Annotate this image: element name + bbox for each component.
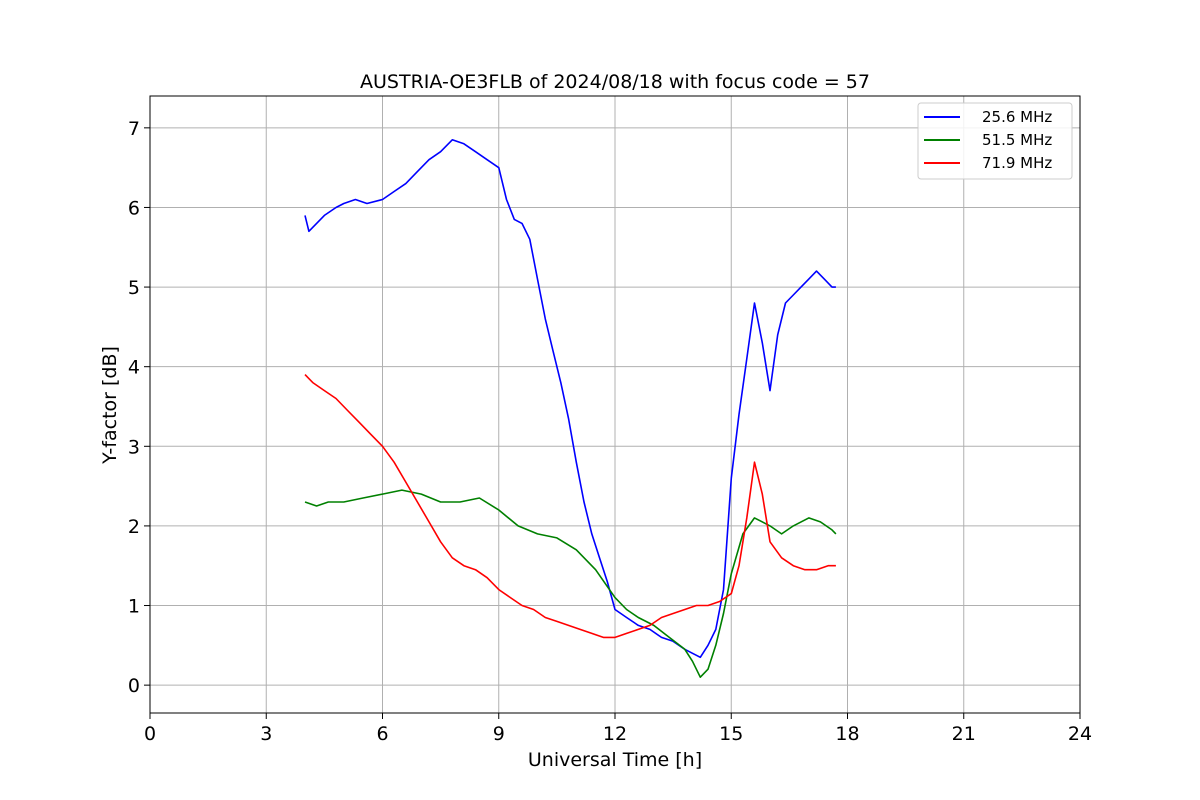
legend-label-25-6: 25.6 MHz (982, 108, 1052, 126)
y-axis-label: Y-factor [dB] (99, 346, 121, 465)
x-tick-label: 3 (260, 723, 272, 745)
chart-title: AUSTRIA-OE3FLB of 2024/08/18 with focus … (360, 71, 870, 93)
y-tick-label: 1 (128, 596, 140, 618)
y-tick-label: 5 (128, 277, 140, 299)
y-tick-label: 3 (128, 436, 140, 458)
x-tick-label: 24 (1068, 723, 1092, 745)
x-tick-label: 12 (603, 723, 627, 745)
y-axis: 0 1 2 3 4 5 6 7 (128, 118, 150, 697)
y-tick-label: 4 (128, 357, 140, 379)
series-line-71-9-mhz (304, 374, 836, 639)
y-tick-label: 0 (128, 675, 140, 697)
x-tick-label: 9 (493, 723, 505, 745)
y-tick-label: 6 (128, 197, 140, 219)
legend-box (917, 102, 1073, 180)
series-layer (304, 139, 837, 679)
x-tick-label: 15 (719, 723, 743, 745)
x-tick-label: 6 (376, 723, 388, 745)
legend: 25.6 MHz 51.5 MHz 71.9 MHz (917, 102, 1073, 180)
x-tick-label: 21 (952, 723, 976, 745)
x-tick-label: 0 (144, 723, 156, 745)
y-tick-label: 7 (128, 118, 140, 140)
legend-label-51-5: 51.5 MHz (982, 131, 1052, 149)
x-axis: 0 3 6 9 12 15 18 21 24 (144, 713, 1092, 745)
x-tick-label: 18 (835, 723, 859, 745)
series-line-25-6-mhz (304, 139, 836, 659)
y-tick-label: 2 (128, 516, 140, 538)
x-axis-label: Universal Time [h] (528, 749, 702, 771)
legend-label-71-9: 71.9 MHz (982, 154, 1052, 172)
